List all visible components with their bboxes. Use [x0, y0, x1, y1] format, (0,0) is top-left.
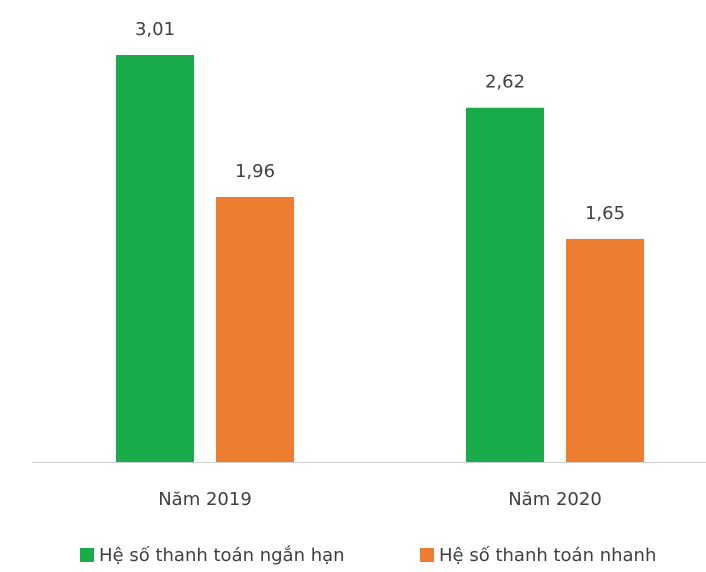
data-label: 2,62: [485, 72, 525, 93]
legend-label: Hệ số thanh toán ngắn hạn: [99, 545, 345, 566]
x-tick-label: Năm 2019: [158, 489, 252, 510]
legend-label: Hệ số thanh toán nhanh: [439, 545, 656, 566]
data-label: 1,65: [585, 203, 625, 224]
data-label: 1,96: [235, 161, 275, 182]
legend-swatch: [420, 548, 434, 562]
bar: [466, 107, 544, 462]
bar: [116, 55, 194, 462]
x-tick-label: Năm 2020: [508, 489, 602, 510]
data-label: 3,01: [135, 19, 175, 40]
legend-swatch: [80, 548, 94, 562]
bar: [566, 238, 644, 462]
bar: [216, 196, 294, 462]
